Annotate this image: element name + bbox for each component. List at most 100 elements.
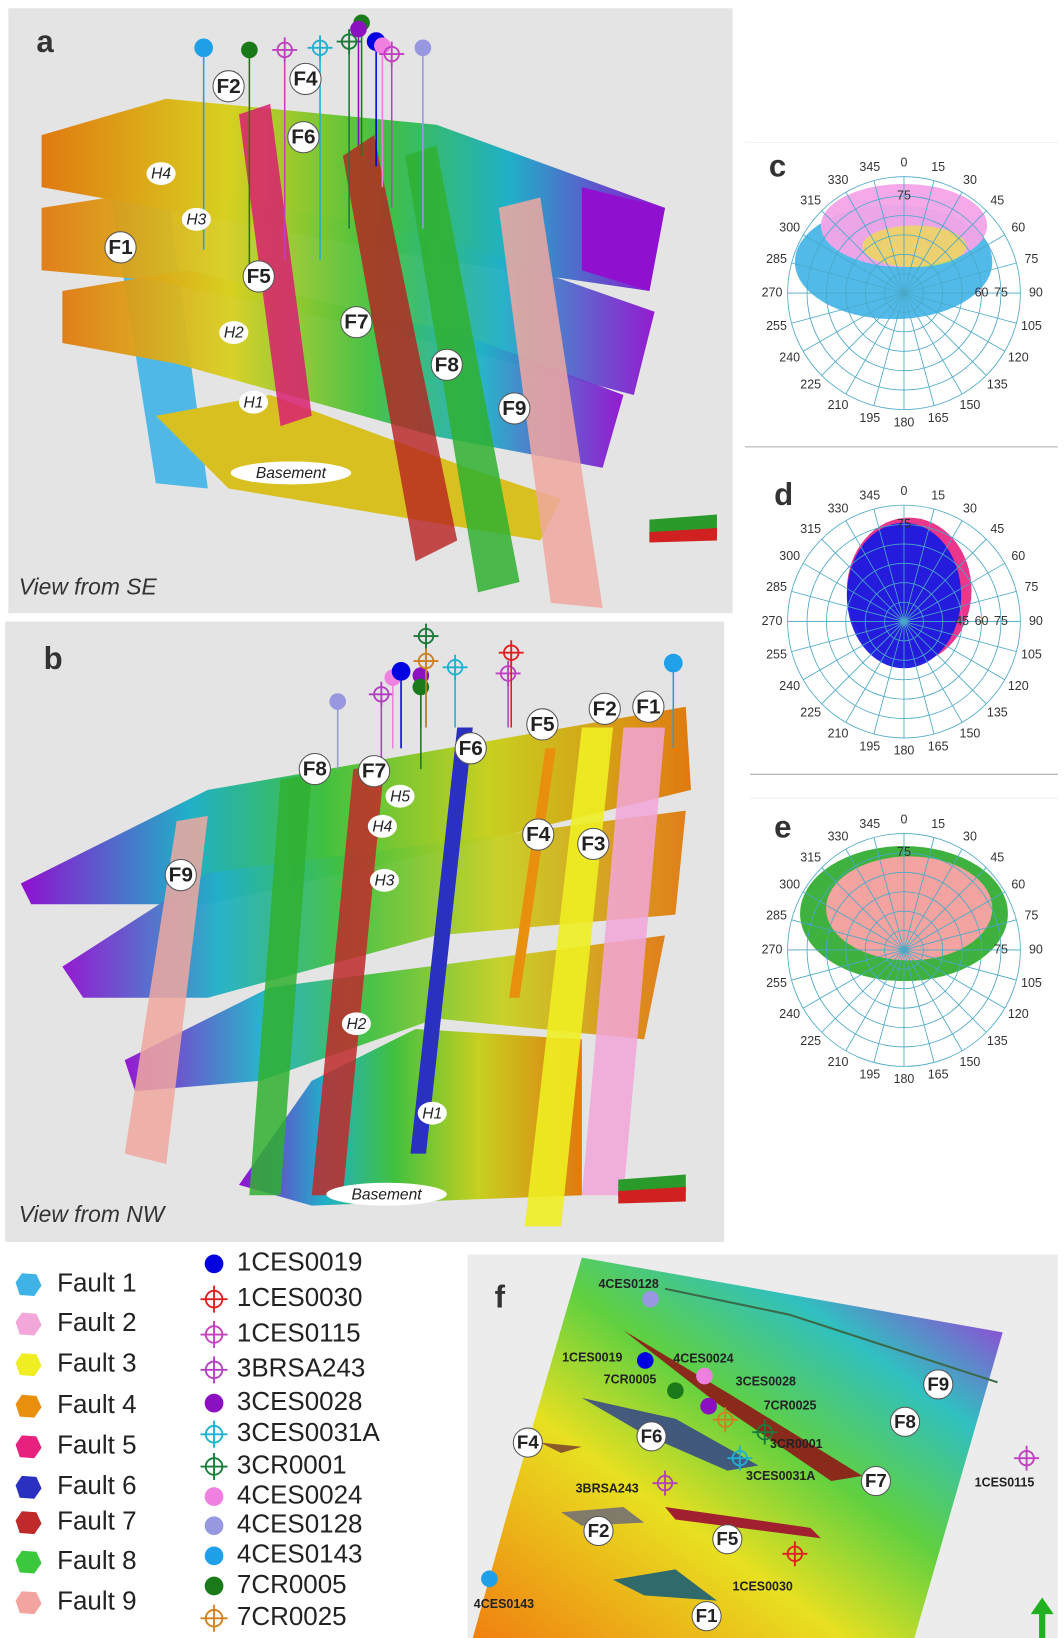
legend-icon: [15, 1511, 42, 1535]
well-symbol: [712, 1407, 738, 1433]
grid-line: [903, 292, 963, 395]
azimuth-label: 165: [928, 411, 949, 425]
horizon-marker: [219, 321, 249, 345]
legend-label: 1CES0019: [237, 1247, 363, 1277]
grid-line: [845, 192, 905, 294]
fault-trace: [613, 1569, 717, 1601]
azimuth-label: 45: [990, 194, 1004, 208]
grid-line: [873, 292, 905, 406]
grid-line: [903, 508, 935, 622]
legend-label: 3CES0028: [237, 1386, 363, 1416]
grid-line: [791, 262, 905, 294]
legend-label: 3BRSA243: [237, 1353, 365, 1383]
horizon-marker: [230, 461, 352, 485]
legend-icon: [15, 1475, 42, 1499]
fault-surface: [405, 145, 520, 593]
legend-label: Fault 9: [57, 1586, 136, 1616]
grid-line: [802, 621, 905, 681]
well-symbol: [663, 653, 683, 673]
grid-line: [903, 292, 987, 376]
well-label: 3CES0028: [736, 1375, 796, 1389]
well-label: 3BRSA243: [576, 1482, 639, 1496]
azimuth-label: 60: [1011, 877, 1025, 891]
caption: View from SE: [19, 573, 158, 599]
azimuth-label: 75: [1025, 909, 1039, 923]
well-symbol: [200, 1452, 228, 1481]
azimuth-label: 285: [766, 252, 787, 266]
well-label: 4CES0143: [474, 1597, 534, 1611]
fault-label: F1: [696, 1605, 718, 1626]
dip-label: 75: [994, 285, 1008, 299]
dip-label: 75: [897, 845, 911, 859]
azimuth-label: 165: [928, 1068, 949, 1082]
grid-line: [821, 621, 905, 705]
grid-line: [903, 292, 935, 406]
well-label: 7CR0025: [764, 1399, 817, 1413]
azimuth-label: 75: [1025, 252, 1039, 266]
fault-label: F2: [593, 697, 617, 720]
horizon-label: H3: [186, 211, 206, 228]
fault-label: F4: [526, 823, 551, 846]
well-symbol: [413, 648, 439, 674]
well-symbol: [329, 693, 347, 710]
legend-label: 4CES0024: [237, 1480, 363, 1510]
north-box: [618, 1186, 686, 1204]
azimuth-label: 225: [800, 1034, 821, 1048]
azimuth-label: 240: [779, 350, 800, 364]
well-symbol: [412, 678, 430, 696]
azimuth-label: 105: [1021, 976, 1042, 990]
well-symbol: [307, 35, 333, 61]
legend-label: Fault 1: [57, 1267, 136, 1297]
polar-plot: [787, 833, 1021, 1067]
fault-marker: [636, 1421, 667, 1452]
well-symbol: [481, 1570, 498, 1588]
horizon-surface: [581, 187, 665, 292]
legend-label: 4CES0128: [237, 1509, 363, 1539]
azimuth-label: 135: [987, 377, 1008, 391]
fault-marker: [923, 1369, 954, 1400]
grid-line: [791, 919, 905, 951]
azimuth-label: 300: [779, 877, 800, 891]
well-symbol: [204, 1516, 224, 1536]
azimuth-label: 195: [859, 1068, 880, 1082]
fault-label: F2: [588, 1520, 610, 1541]
grid-line: [903, 848, 963, 951]
fault-label: F5: [247, 265, 271, 288]
well-symbol: [204, 1576, 224, 1596]
azimuth-label: 345: [859, 488, 880, 502]
fault-marker: [577, 827, 610, 861]
azimuth-label: 30: [963, 501, 977, 515]
azimuth-label: 90: [1029, 942, 1043, 956]
grid-line: [903, 262, 1017, 294]
grid-line: [903, 234, 1005, 294]
azimuth-label: 45: [990, 522, 1004, 536]
well-label: 4CES0128: [599, 1277, 659, 1291]
well-symbol: [350, 20, 367, 38]
fault-marker: [889, 1406, 921, 1437]
fault-marker: [498, 392, 531, 425]
well-symbol: [200, 1420, 228, 1448]
grid-line: [903, 621, 1017, 653]
legend-label: Fault 5: [57, 1430, 136, 1460]
horizon-marker: [341, 1012, 371, 1036]
well-symbol: [636, 1352, 654, 1369]
horizon-label: H4: [151, 166, 171, 183]
well-symbol: [442, 654, 468, 680]
fault-marker: [340, 306, 373, 339]
azimuth-label: 225: [800, 706, 821, 720]
azimuth-label: 255: [766, 319, 787, 333]
fault-marker: [212, 70, 245, 103]
azimuth-label: 330: [828, 173, 849, 187]
grid-line: [821, 292, 905, 376]
well-label: 1CES0019: [562, 1351, 622, 1365]
legend-label: 1CES0030: [237, 1282, 363, 1312]
fault-label: F2: [216, 75, 240, 98]
fault-label: F1: [636, 695, 660, 718]
azimuth-label: 15: [931, 817, 945, 831]
well-symbol: [200, 1356, 228, 1384]
azimuth-label: 60: [1011, 549, 1025, 563]
grid-line: [903, 562, 1005, 622]
well-symbol: [412, 667, 430, 684]
grid-line: [791, 590, 905, 622]
well-symbol: [368, 681, 394, 707]
